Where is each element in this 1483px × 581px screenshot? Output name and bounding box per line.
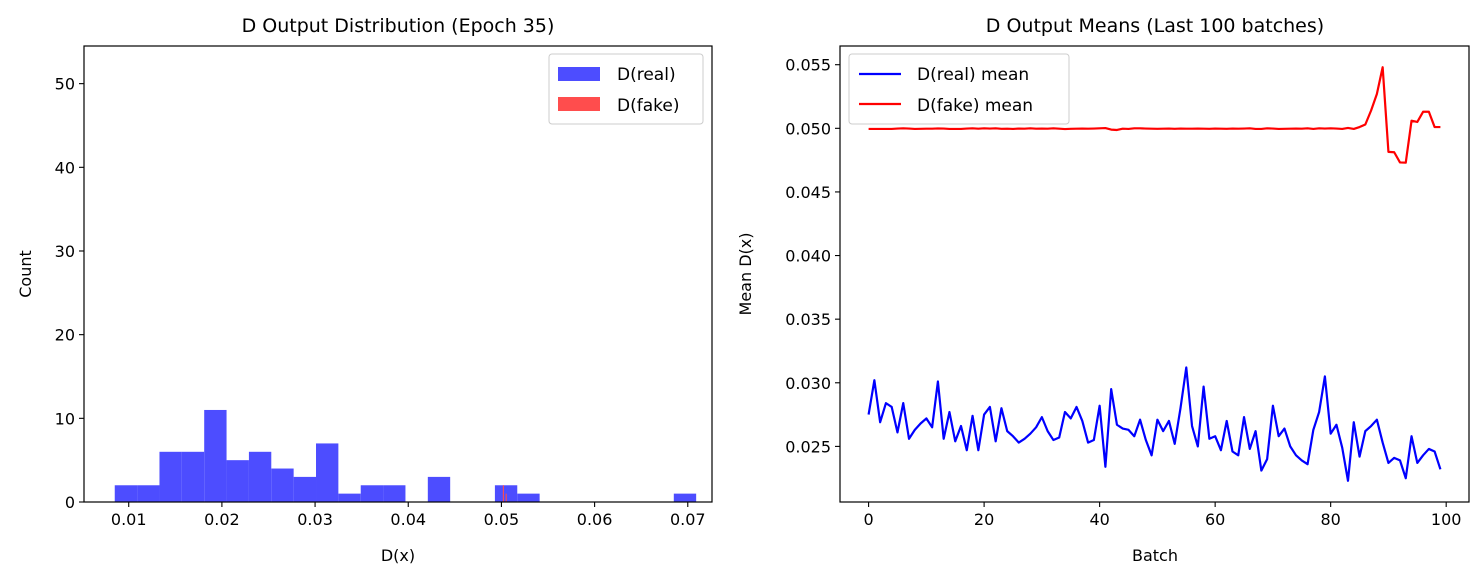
x-tick-label: 0.06 [577, 510, 613, 529]
histogram-bar-real [271, 468, 294, 502]
histogram-bar-real [517, 493, 540, 502]
legend-label-fake: D(fake) [617, 96, 679, 116]
histogram-bar-real [316, 443, 339, 502]
y-tick-label: 10 [55, 409, 75, 428]
means-legend-box [848, 53, 1070, 125]
x-tick-label: 100 [1431, 510, 1462, 529]
histogram-bar-real [114, 485, 138, 502]
histogram-bar-real [248, 451, 272, 502]
y-tick-label: 0.030 [785, 374, 831, 393]
legend-label-real: D(real) [617, 65, 676, 85]
legend-label-real-mean: D(real) mean [917, 65, 1029, 85]
means-axes-frame [839, 45, 1470, 503]
x-tick-label: 80 [1320, 510, 1340, 529]
histogram-bar-real [338, 493, 361, 502]
means-panel: D Output Means (Last 100 batches) 0 20 40 6… [736, 15, 1470, 565]
histogram-title: D Output Distribution (Epoch 35) [242, 15, 555, 37]
histogram-bar-real [137, 485, 160, 502]
histogram-y-ticks: 0 10 20 30 40 50 [55, 75, 84, 512]
histogram-x-axis-label: D(x) [381, 546, 415, 565]
histogram-bar-fake [502, 485, 504, 502]
x-tick-label: 20 [974, 510, 994, 529]
histogram-bar-real [181, 451, 205, 502]
histogram-bar-fake [505, 493, 507, 502]
series-line-real-mean [867, 366, 1442, 482]
means-y-axis-label: Mean D(x) [736, 233, 755, 316]
x-tick-label: 40 [1089, 510, 1109, 529]
series-line-fake-mean [868, 66, 1441, 164]
y-tick-label: 0.045 [785, 183, 831, 202]
x-tick-label: 0.01 [111, 510, 147, 529]
y-tick-label: 0.025 [785, 437, 831, 456]
y-tick-label: 0.055 [785, 56, 831, 75]
y-tick-label: 50 [55, 75, 75, 94]
x-tick-label: 0.07 [670, 510, 706, 529]
histogram-y-axis-label: Count [16, 250, 35, 298]
x-tick-label: 0 [863, 510, 873, 529]
means-y-ticks: 0.025 0.030 0.035 0.040 0.045 0.050 0.055 [785, 56, 840, 456]
y-tick-label: 0.040 [785, 247, 831, 266]
histogram-bars [114, 409, 697, 502]
legend-swatch-fake [558, 97, 600, 111]
means-lines [867, 66, 1442, 482]
y-tick-label: 30 [55, 242, 75, 261]
histogram-bar-real [159, 451, 182, 502]
histogram-bar-real [293, 476, 317, 502]
means-x-ticks: 0 20 40 60 80 100 [863, 502, 1461, 529]
histogram-legend: D(real) D(fake) [548, 53, 704, 125]
legend-swatch-real [558, 67, 600, 81]
means-x-axis-label: Batch [1132, 546, 1178, 565]
means-title: D Output Means (Last 100 batches) [986, 15, 1324, 37]
histogram-bar-real [226, 460, 249, 502]
histogram-x-ticks: 0.01 0.02 0.03 0.04 0.05 0.06 0.07 [111, 502, 706, 529]
y-tick-label: 0 [65, 493, 75, 512]
histogram-axes-frame [83, 45, 713, 503]
x-tick-label: 0.05 [484, 510, 520, 529]
histogram-panel: D Output Distribution (Epoch 35) 0.01 0.0… [16, 15, 713, 565]
x-tick-label: 0.03 [297, 510, 333, 529]
histogram-bar-real [427, 476, 451, 502]
y-tick-label: 20 [55, 326, 75, 345]
histogram-bar-real [360, 485, 384, 502]
y-tick-label: 40 [55, 158, 75, 177]
means-legend: D(real) mean D(fake) mean [848, 53, 1070, 125]
histogram-bar-real [673, 493, 697, 502]
x-tick-label: 0.02 [204, 510, 240, 529]
y-tick-label: 0.050 [785, 119, 831, 138]
legend-label-fake-mean: D(fake) mean [917, 96, 1033, 116]
x-tick-label: 0.04 [390, 510, 426, 529]
histogram-bar-real [383, 485, 406, 502]
y-tick-label: 0.035 [785, 310, 831, 329]
x-tick-label: 60 [1205, 510, 1225, 529]
histogram-bar-real [204, 409, 227, 502]
